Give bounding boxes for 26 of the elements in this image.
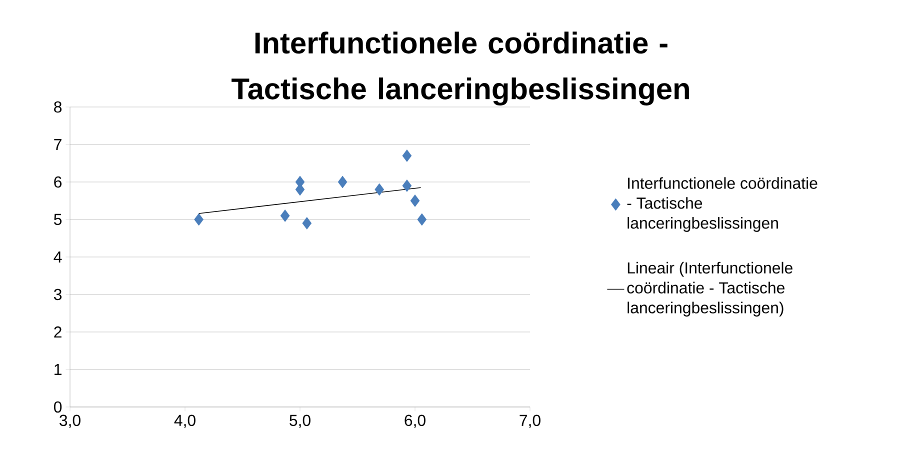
- x-tick-label: 6,0: [404, 414, 426, 428]
- point: [338, 176, 348, 188]
- point: [302, 217, 312, 230]
- y-tick-label: 0: [54, 401, 62, 413]
- y-tick-label: 2: [54, 326, 62, 338]
- x-tick-label: 3,0: [60, 414, 80, 428]
- point: [194, 213, 204, 226]
- legend-label: Interfunctionele coördinatie - Tactische lanceringbeslissingen: [627, 177, 818, 232]
- x-tick-label: 7,0: [520, 414, 540, 428]
- y-tick-label: 8: [54, 101, 62, 113]
- chart-title: Interfunctionele coördinatie - Tactische lanceringbeslissingen: [232, 32, 689, 106]
- y-tick-label: 4: [54, 252, 62, 262]
- x-tick-label: 5,0: [290, 414, 310, 428]
- point: [280, 210, 290, 222]
- y-tick-label: 3: [54, 288, 62, 300]
- legend-label: Lineair (Interfunctionele coördinatie - Tactische lanceringbeslissingen): [627, 262, 792, 317]
- point: [410, 194, 420, 207]
- y-tick-label: 6: [54, 176, 62, 188]
- y-tick-label: 1: [54, 364, 62, 375]
- point: [374, 183, 384, 196]
- y-tick-label: 5: [54, 214, 62, 226]
- x-tick-label: 4,0: [174, 414, 196, 428]
- y-tick-label: 7: [54, 139, 62, 150]
- point: [417, 213, 427, 226]
- point: [402, 180, 412, 192]
- point: [402, 150, 412, 162]
